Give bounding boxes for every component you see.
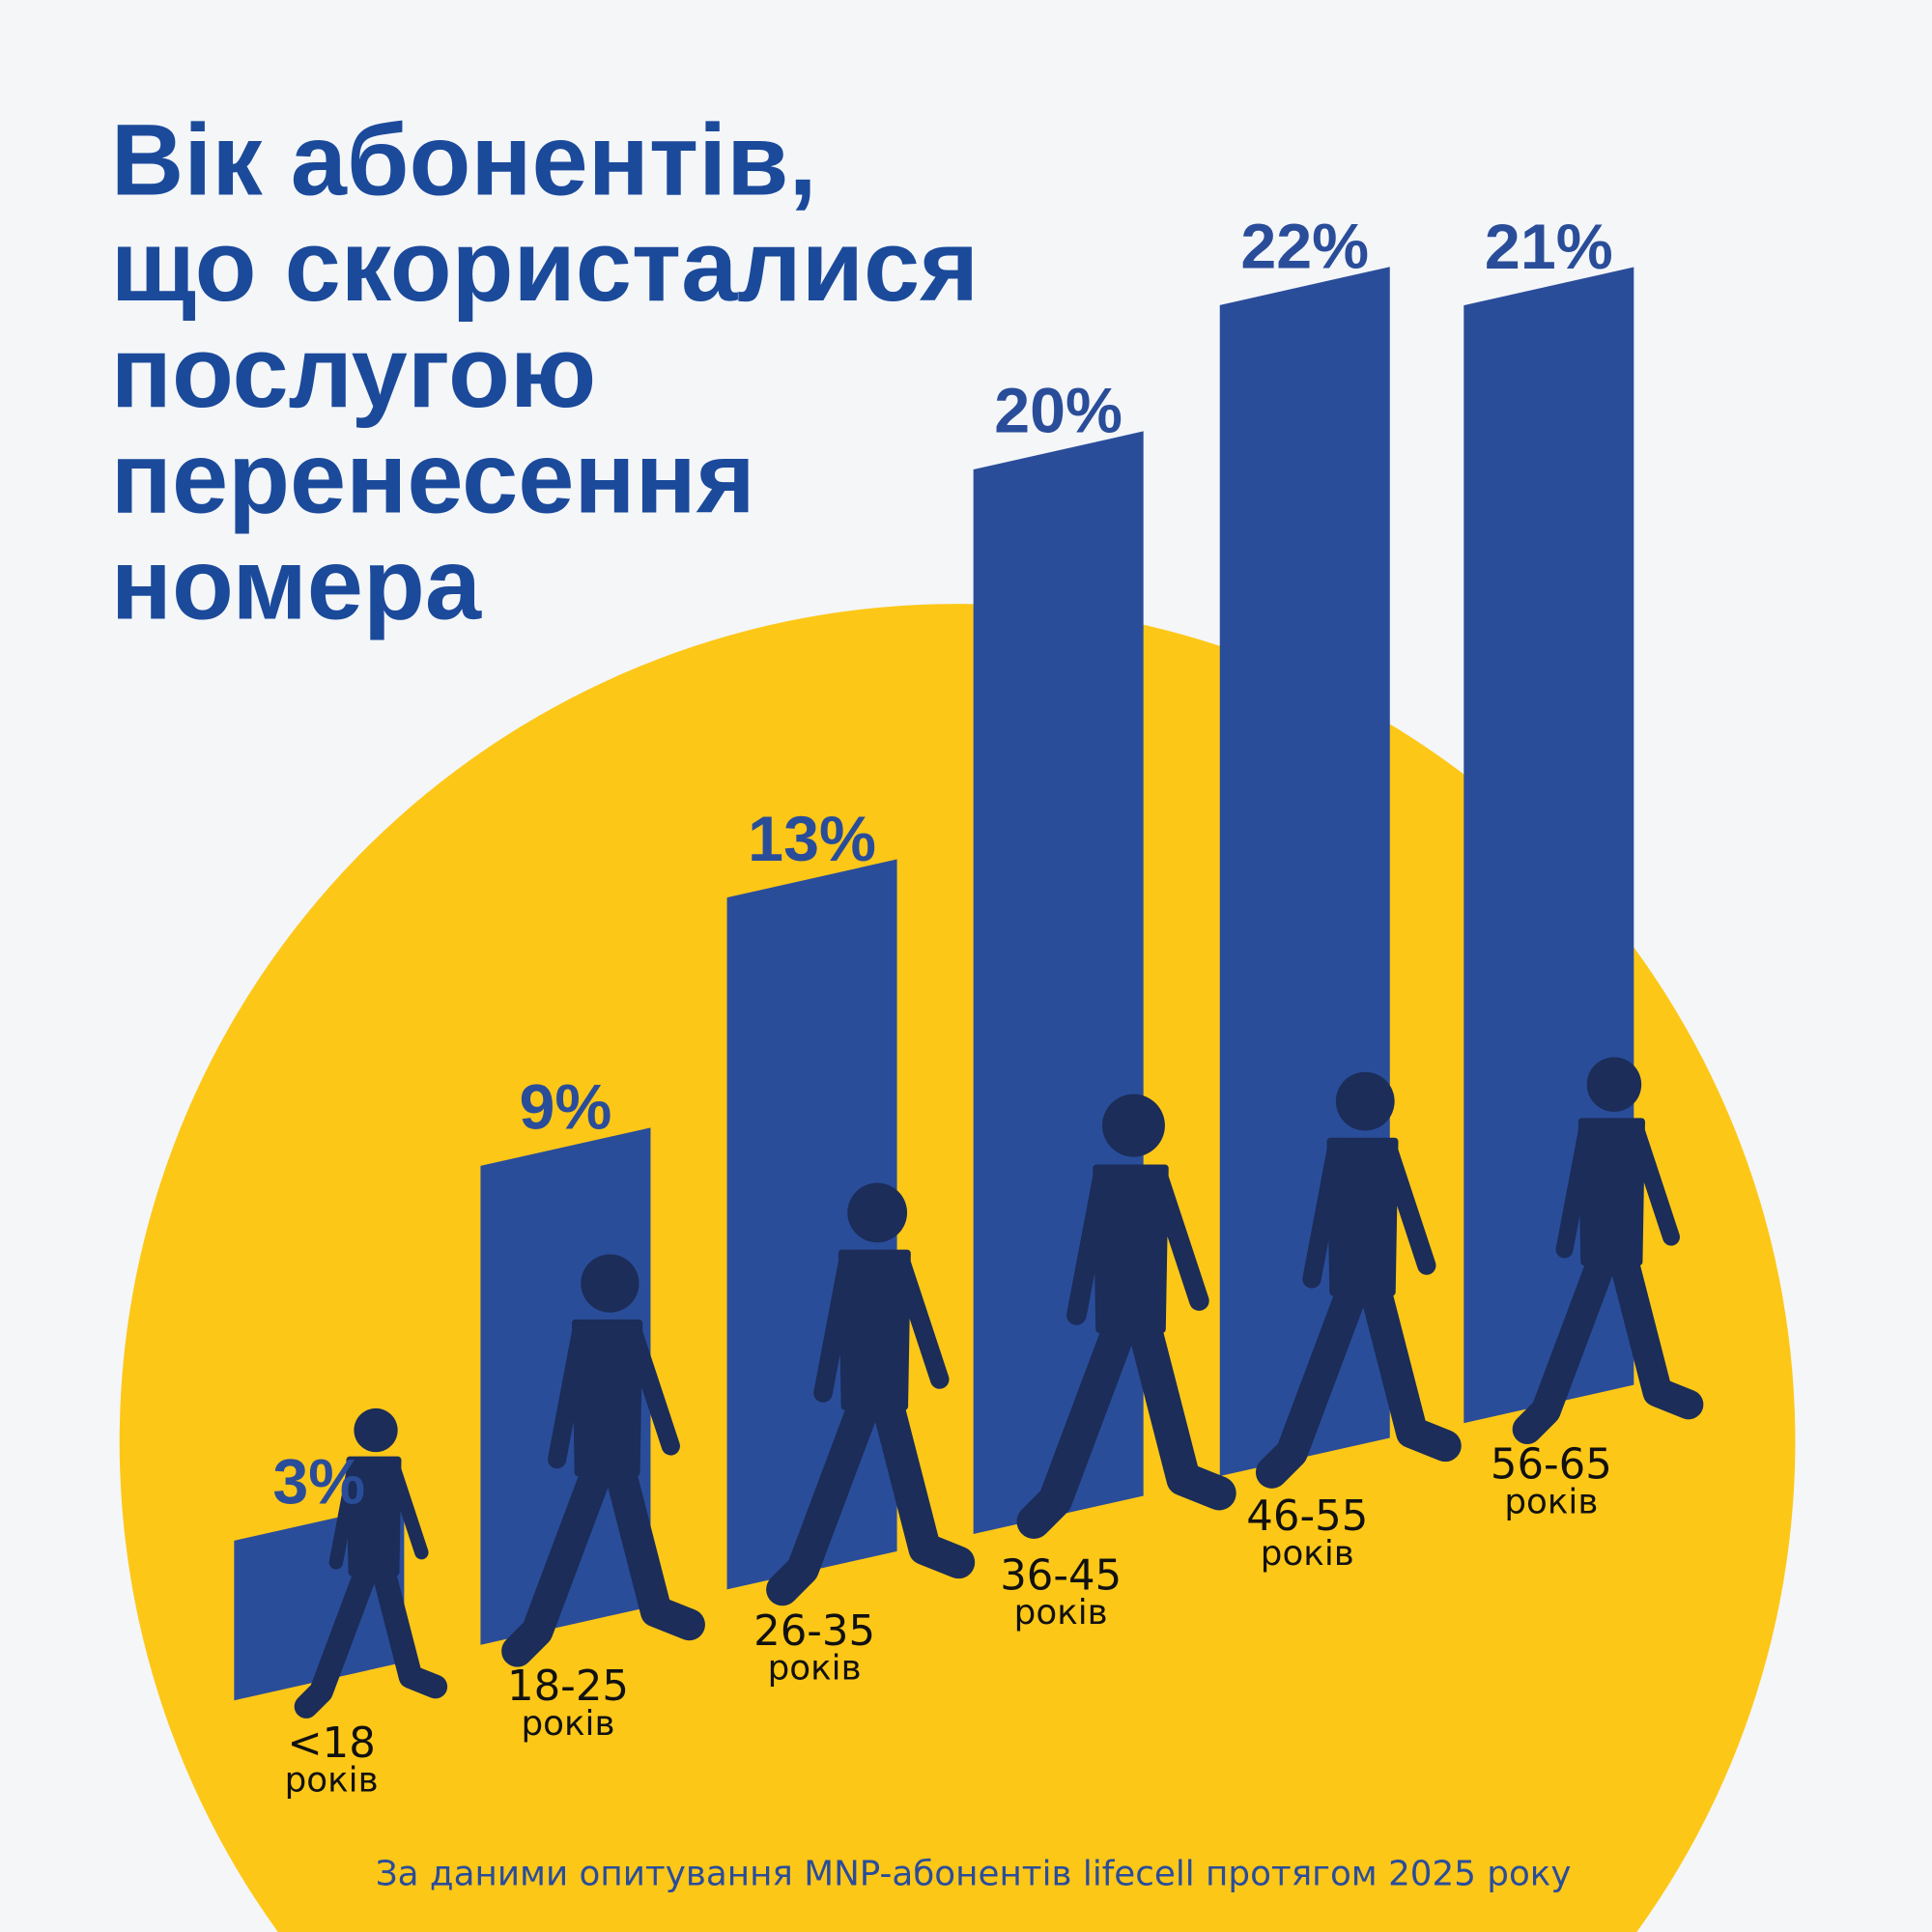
labels-group: 3%<18років9%18-25років13%26-35років20%36… — [272, 212, 1612, 1801]
years-label: років — [1261, 1534, 1354, 1574]
silhouettes-group — [294, 1057, 1704, 1719]
title-line-3: послугою — [111, 316, 596, 429]
value-label: 20% — [994, 376, 1122, 447]
title-line-4: перенесення — [111, 422, 755, 535]
walking-person-silhouette — [1016, 1094, 1236, 1539]
walking-person-silhouette — [294, 1407, 448, 1719]
value-label: 13% — [748, 804, 876, 875]
years-label: років — [285, 1761, 379, 1801]
value-label: 22% — [1240, 212, 1369, 283]
age-label: 46-55 — [1246, 1492, 1368, 1541]
value-label: 3% — [272, 1447, 365, 1519]
age-label: 18-25 — [507, 1662, 629, 1711]
age-label: 56-65 — [1491, 1441, 1612, 1490]
walking-person-silhouette — [1512, 1057, 1704, 1444]
age-label: 26-35 — [753, 1607, 875, 1656]
age-label: 36-45 — [1000, 1551, 1122, 1600]
footer-source: За даними опитування MNP-абонентів lifec… — [376, 1855, 1572, 1894]
walking-person-silhouette — [1255, 1071, 1462, 1489]
title-line-2: що скористалися — [111, 210, 979, 323]
years-label: років — [1014, 1593, 1108, 1633]
age-label: <18 — [287, 1719, 376, 1768]
walking-person-silhouette — [766, 1182, 976, 1606]
years-label: років — [1504, 1482, 1598, 1521]
walking-person-silhouette — [501, 1254, 705, 1667]
title-line-5: номера — [111, 527, 482, 640]
value-label: 21% — [1485, 212, 1613, 283]
title-line-1: Вік абонентів, — [111, 104, 817, 217]
years-label: років — [768, 1649, 862, 1689]
years-label: років — [521, 1704, 614, 1744]
value-label: 9% — [520, 1072, 612, 1144]
